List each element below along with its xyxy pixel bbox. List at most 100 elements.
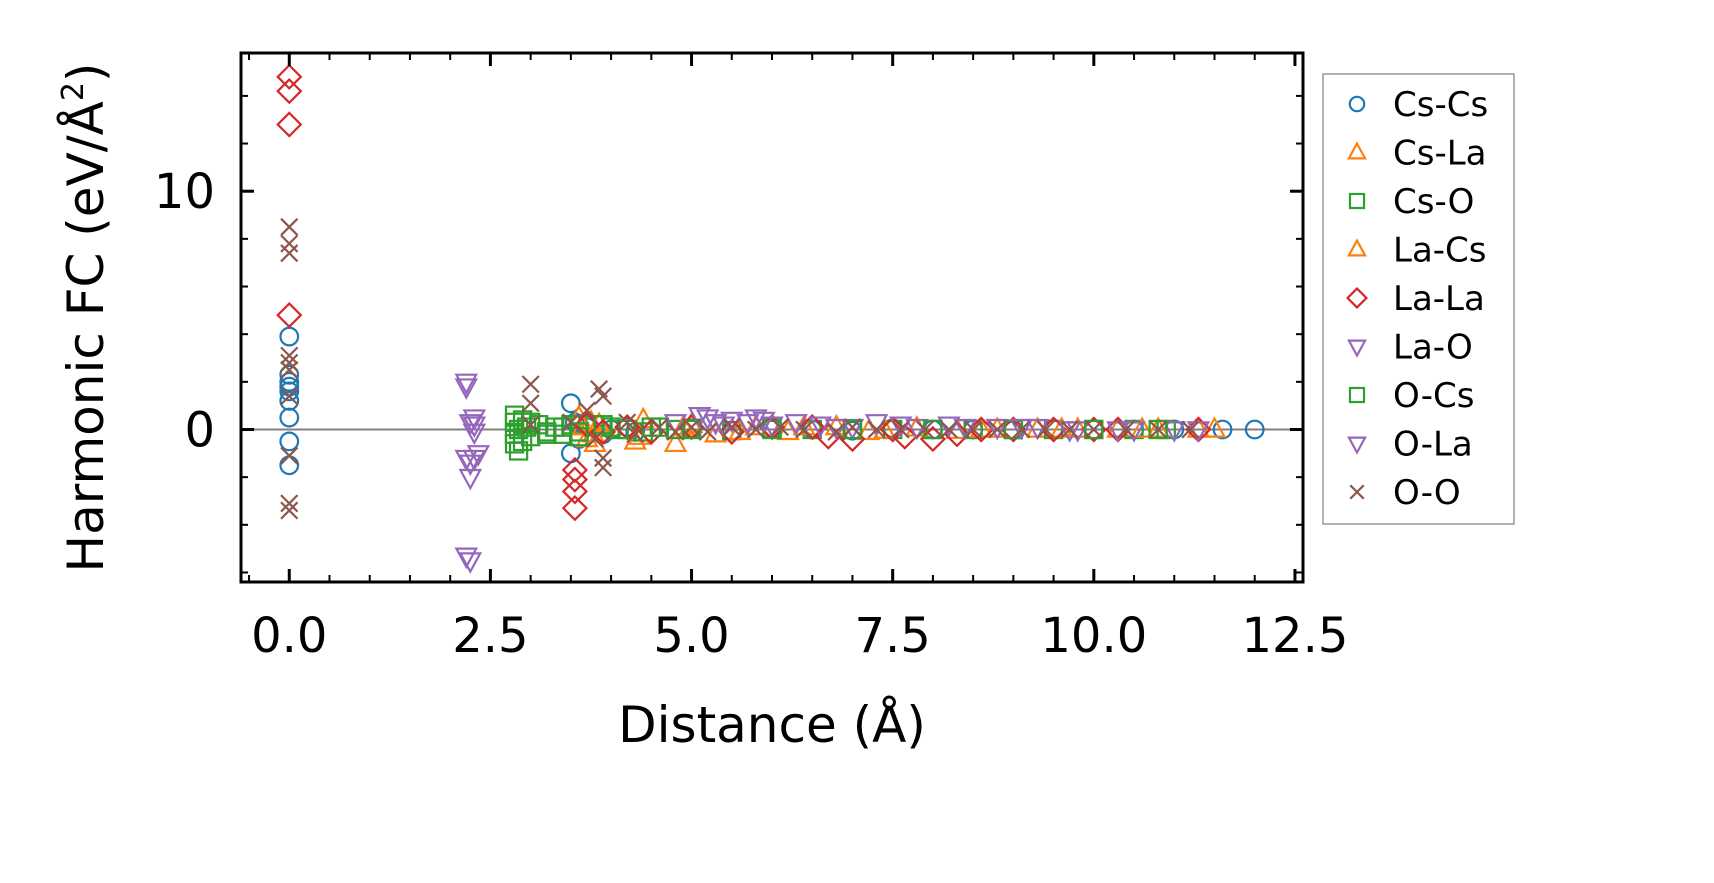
data-point bbox=[1057, 421, 1082, 443]
legend-item: Cs-Cs bbox=[1348, 85, 1488, 125]
data-point bbox=[666, 422, 685, 441]
legend-label: Cs-Cs bbox=[1393, 85, 1488, 125]
data-point bbox=[280, 446, 299, 465]
legend-marker bbox=[1347, 339, 1367, 358]
data-point bbox=[964, 420, 983, 439]
y-tick-label: 0 bbox=[184, 402, 215, 458]
data-point bbox=[454, 378, 479, 400]
data-point bbox=[650, 418, 669, 437]
data-point bbox=[968, 416, 995, 443]
legend-label: O-Cs bbox=[1393, 376, 1474, 416]
data-point bbox=[1084, 419, 1104, 440]
data-point bbox=[718, 418, 745, 445]
data-point bbox=[279, 381, 300, 402]
data-point bbox=[842, 419, 863, 440]
data-point bbox=[867, 420, 886, 439]
data-point bbox=[1162, 421, 1187, 443]
data-point bbox=[687, 406, 712, 429]
legend-item: O-O bbox=[1349, 473, 1461, 513]
data-point bbox=[280, 244, 299, 263]
data-point bbox=[458, 552, 483, 574]
data-point bbox=[626, 425, 645, 444]
data-point bbox=[1149, 420, 1168, 439]
data-point bbox=[937, 416, 961, 439]
data-point bbox=[843, 418, 862, 437]
data-point bbox=[280, 494, 299, 513]
data-point bbox=[888, 416, 913, 439]
data-point bbox=[1212, 419, 1233, 440]
data-point bbox=[1012, 420, 1031, 439]
data-point bbox=[577, 401, 596, 420]
data-point bbox=[520, 412, 541, 433]
data-point bbox=[276, 78, 303, 105]
data-point bbox=[276, 111, 303, 138]
data-point bbox=[466, 445, 491, 467]
data-point bbox=[279, 431, 300, 452]
legend-label: O-La bbox=[1393, 425, 1473, 465]
legend-label: La-O bbox=[1393, 328, 1473, 368]
y-axis-label-main: Harmonic FC (eV/Å bbox=[57, 101, 115, 572]
data-point bbox=[458, 468, 483, 491]
data-point bbox=[521, 415, 540, 434]
data-point bbox=[1060, 420, 1079, 439]
data-point bbox=[458, 454, 483, 477]
data-point bbox=[771, 418, 790, 437]
data-point bbox=[1025, 418, 1050, 441]
data-point bbox=[280, 346, 299, 365]
data-point bbox=[824, 418, 849, 441]
legend-marker bbox=[1345, 286, 1369, 310]
data-point bbox=[276, 63, 303, 90]
legend-label: La-Cs bbox=[1393, 231, 1487, 271]
y-axis-label-superscript: 2 bbox=[56, 82, 91, 101]
y-axis-label-close: ) bbox=[57, 63, 115, 83]
data-point bbox=[1130, 416, 1154, 438]
data-point bbox=[682, 418, 701, 437]
data-point bbox=[681, 419, 702, 440]
x-axis-label: Distance (Å) bbox=[618, 696, 926, 754]
series-o-o bbox=[280, 217, 1200, 520]
data-point bbox=[561, 413, 580, 432]
data-point bbox=[280, 501, 299, 520]
legend-label: Cs-O bbox=[1393, 182, 1474, 222]
data-point bbox=[279, 407, 300, 428]
data-point bbox=[827, 422, 846, 441]
data-point bbox=[711, 416, 736, 439]
data-point bbox=[458, 414, 483, 436]
data-point bbox=[462, 416, 487, 439]
data-point bbox=[594, 387, 613, 406]
x-tick-label: 10.0 bbox=[1040, 608, 1147, 664]
data-point bbox=[744, 409, 768, 431]
data-point bbox=[795, 420, 814, 439]
tick-labels: 0.0 2.5 5.0 7.5 10.0 12.5 0 10 bbox=[154, 164, 1348, 664]
data-point bbox=[879, 416, 906, 443]
data-point bbox=[1148, 419, 1168, 440]
data-points bbox=[276, 63, 1265, 574]
legend-item: Cs-O bbox=[1348, 182, 1474, 222]
data-point bbox=[561, 456, 588, 484]
data-point bbox=[939, 420, 959, 439]
data-point bbox=[1181, 420, 1200, 439]
data-point bbox=[280, 234, 299, 253]
data-point bbox=[454, 547, 479, 570]
data-point bbox=[594, 458, 613, 477]
legend-item: La-La bbox=[1345, 279, 1485, 319]
series-cs-cs bbox=[279, 326, 1265, 476]
data-point bbox=[1009, 418, 1034, 441]
data-point bbox=[663, 414, 688, 436]
data-point bbox=[521, 394, 540, 413]
legend-item: Cs-La bbox=[1347, 134, 1487, 174]
data-point bbox=[985, 418, 1010, 441]
legend-marker bbox=[1347, 238, 1367, 257]
legend-item: La-O bbox=[1347, 328, 1473, 368]
legend-label: La-La bbox=[1393, 279, 1485, 319]
legend-marker bbox=[1347, 141, 1367, 160]
legend-item: La-Cs bbox=[1347, 231, 1487, 271]
data-point bbox=[279, 371, 300, 392]
y-axis-label: Harmonic FC (eV/Å2) bbox=[56, 63, 115, 573]
data-point bbox=[722, 418, 741, 437]
data-point bbox=[454, 373, 479, 396]
legend-marker bbox=[1347, 436, 1367, 455]
x-tick-label: 12.5 bbox=[1242, 608, 1349, 664]
plot-area bbox=[276, 63, 1265, 574]
